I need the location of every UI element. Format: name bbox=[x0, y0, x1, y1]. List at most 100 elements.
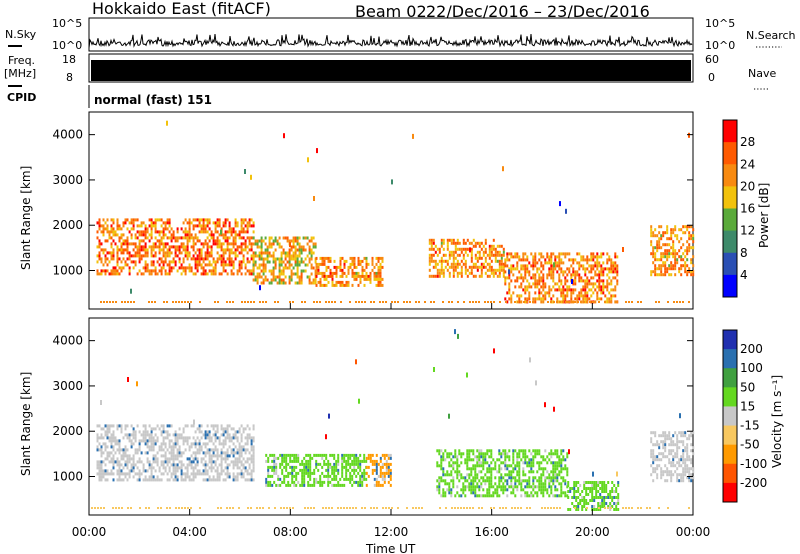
velocity-cell bbox=[204, 463, 207, 467]
velocity-cell bbox=[654, 443, 657, 447]
velocity-cell bbox=[196, 469, 199, 473]
power-cell bbox=[568, 258, 571, 262]
velocity-cell bbox=[456, 467, 459, 471]
power-cell bbox=[176, 245, 179, 249]
velocity-cell bbox=[526, 461, 529, 465]
velocity-cell bbox=[279, 477, 282, 481]
velocity-cell bbox=[470, 470, 473, 474]
velocity-cell bbox=[520, 507, 522, 509]
velocity-cell bbox=[468, 485, 471, 489]
power-cell bbox=[664, 243, 667, 247]
power-cell bbox=[268, 251, 271, 255]
power-cell bbox=[265, 301, 267, 303]
velocity-cell bbox=[341, 483, 344, 487]
velocity-cell bbox=[252, 439, 255, 443]
velocity-cell bbox=[158, 445, 161, 449]
velocity-cell bbox=[676, 461, 679, 465]
power-cell bbox=[304, 257, 307, 261]
velocity-cell bbox=[267, 483, 270, 487]
velocity-cell bbox=[134, 448, 137, 452]
velocity-cell bbox=[466, 479, 469, 483]
velocity-cell bbox=[240, 433, 243, 437]
power-cell bbox=[310, 239, 313, 243]
power-cell bbox=[596, 261, 599, 265]
power-cell bbox=[403, 301, 405, 303]
velocity-cell bbox=[650, 473, 653, 477]
power-cell bbox=[306, 254, 309, 258]
velocity-cell bbox=[613, 484, 616, 487]
power-cell bbox=[454, 250, 457, 254]
power-cell bbox=[602, 273, 605, 277]
power-cell bbox=[258, 257, 261, 261]
power-cell bbox=[116, 260, 119, 264]
power-cell bbox=[327, 256, 330, 260]
velocity-cell bbox=[200, 460, 203, 464]
power-cell bbox=[584, 288, 587, 292]
velocity-cell bbox=[226, 433, 229, 437]
power-cell bbox=[570, 291, 573, 295]
velocity-cell bbox=[486, 494, 489, 498]
power-cell bbox=[325, 277, 328, 281]
power-cell bbox=[343, 262, 346, 266]
velocity-cell bbox=[664, 455, 667, 459]
power-cell bbox=[381, 259, 384, 263]
velocity-cell bbox=[265, 480, 268, 484]
power-cell bbox=[150, 224, 153, 228]
power-cell bbox=[230, 230, 233, 234]
power-cell bbox=[582, 279, 585, 283]
velocity-cell bbox=[208, 460, 211, 464]
velocity-cell bbox=[128, 460, 131, 464]
velocity-cell bbox=[349, 480, 352, 484]
velocity-cell bbox=[490, 455, 493, 459]
velocity-cell bbox=[520, 494, 523, 498]
power-cell bbox=[524, 285, 527, 289]
power-cell bbox=[278, 245, 281, 249]
velocity-cell bbox=[381, 462, 384, 466]
velocity-cell bbox=[492, 458, 495, 462]
power-cell bbox=[538, 282, 541, 286]
power-cell bbox=[500, 265, 503, 269]
power-cell bbox=[308, 245, 311, 249]
power-cell bbox=[150, 221, 153, 225]
power-cell bbox=[684, 261, 687, 265]
velocity-cell bbox=[139, 507, 141, 509]
velocity-cell bbox=[246, 460, 249, 464]
velocity-cell bbox=[668, 443, 671, 447]
velocity-cell bbox=[252, 469, 255, 473]
velocity-cell bbox=[108, 424, 111, 428]
power-cell bbox=[110, 242, 113, 246]
velocity-cell bbox=[158, 469, 161, 473]
nsky-tick-bottom: 10^0 bbox=[52, 39, 82, 52]
velocity-cell bbox=[550, 479, 553, 483]
power-cell bbox=[282, 251, 285, 255]
power-cell bbox=[684, 255, 687, 259]
velocity-cell bbox=[385, 468, 388, 472]
velocity-cell bbox=[504, 467, 507, 471]
power-cell bbox=[140, 233, 143, 237]
power-cell bbox=[598, 279, 601, 283]
power-cell bbox=[345, 283, 348, 287]
velocity-cell bbox=[174, 457, 177, 461]
velocity-cell bbox=[162, 463, 165, 467]
velocity-cell bbox=[664, 440, 667, 444]
velocity-cell bbox=[309, 459, 312, 463]
velocity-cell bbox=[560, 494, 563, 498]
velocity-cell bbox=[333, 468, 336, 472]
power-cell bbox=[134, 263, 137, 267]
power-cell bbox=[688, 225, 691, 229]
power-cell bbox=[170, 269, 173, 273]
power-cell bbox=[608, 255, 611, 259]
velocity-cell bbox=[157, 507, 159, 509]
velocity-cell bbox=[196, 427, 199, 431]
power-cell bbox=[538, 258, 541, 262]
velocity-cell bbox=[166, 448, 169, 452]
power-cell bbox=[166, 301, 168, 303]
power-cell bbox=[456, 271, 459, 275]
velocity-cell bbox=[331, 471, 334, 475]
power-cell bbox=[614, 264, 617, 268]
power-cell bbox=[528, 291, 531, 295]
velocity-cell bbox=[116, 478, 119, 482]
velocity-cell bbox=[385, 471, 388, 475]
power-cell bbox=[656, 246, 659, 250]
velocity-cell bbox=[206, 424, 209, 428]
